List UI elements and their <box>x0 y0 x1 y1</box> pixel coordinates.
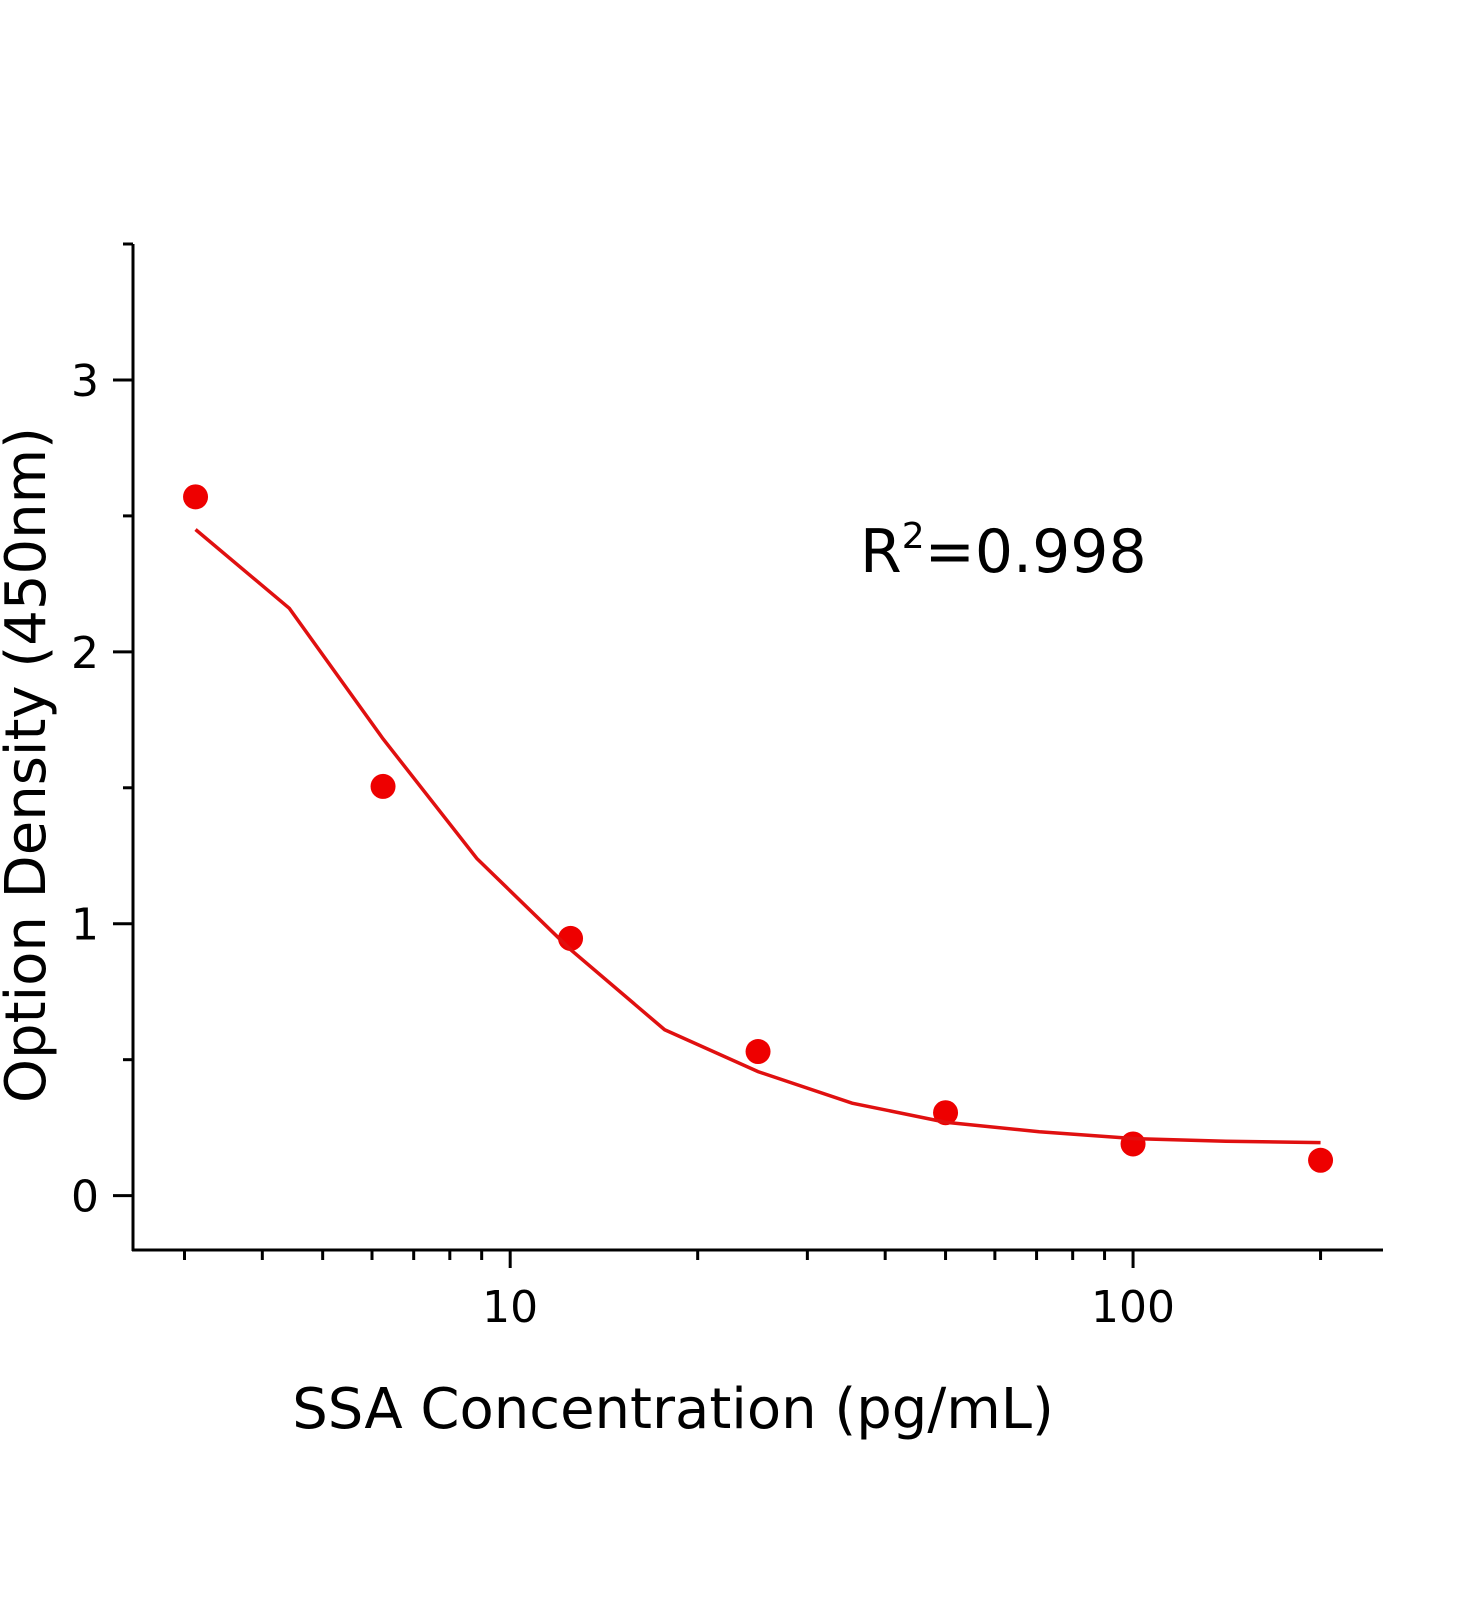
y-tick-label: 0 <box>71 1172 99 1223</box>
fit-line <box>194 528 1321 1145</box>
data-point <box>1120 1131 1146 1157</box>
y-axis-label: Option Density (450nm) <box>0 427 59 1103</box>
x-axis-label: SSA Concentration (pg/mL) <box>292 1377 1054 1442</box>
data-point <box>1308 1147 1334 1173</box>
annotation-base: R <box>860 517 902 587</box>
data-point <box>370 773 396 799</box>
y-tick-label: 1 <box>71 900 99 951</box>
y-tick-label: 3 <box>71 356 99 407</box>
annotation: R2=0.998 <box>860 516 1147 587</box>
data-point <box>745 1039 771 1065</box>
x-tick-label: 100 <box>1091 1282 1175 1333</box>
annotation-rest: =0.998 <box>925 517 1147 587</box>
annotation-sup: 2 <box>902 516 925 557</box>
x-tick-label: 10 <box>482 1282 538 1333</box>
y-tick-label: 2 <box>71 628 99 679</box>
data-point <box>933 1100 959 1126</box>
data-point <box>183 484 209 510</box>
